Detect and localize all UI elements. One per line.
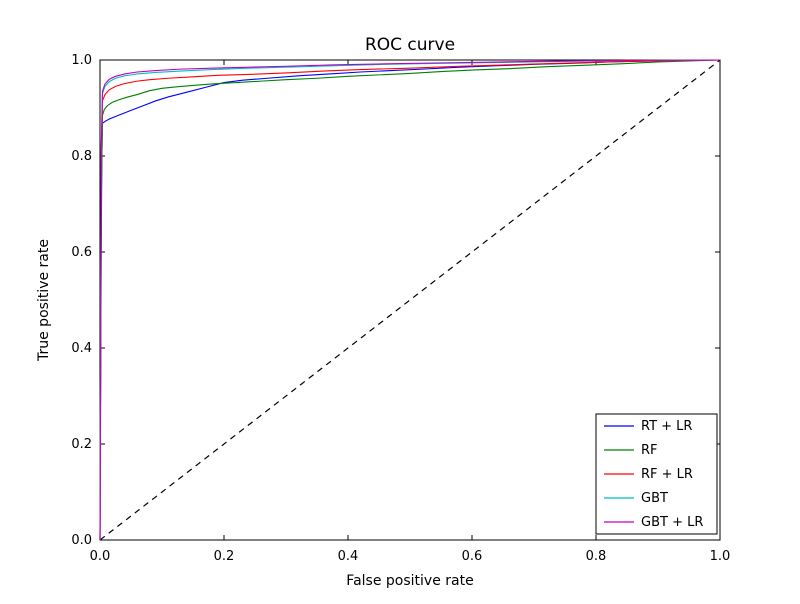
x-tick-label: 0.2 bbox=[214, 549, 235, 564]
legend-label: GBT bbox=[641, 491, 668, 506]
legend-entry-rf: RF bbox=[604, 443, 658, 458]
legend-label: RT + LR bbox=[641, 419, 692, 434]
y-axis-label: True positive rate bbox=[36, 239, 52, 362]
y-tick-label: 0.2 bbox=[71, 437, 92, 452]
y-tick-label: 0.0 bbox=[71, 533, 92, 548]
legend: RT + LR RF RF + LR GBT GBT + LR bbox=[595, 413, 718, 535]
y-tick-label: 0.6 bbox=[71, 245, 92, 260]
y-tick-label: 0.4 bbox=[71, 341, 92, 356]
axis-ticks: 0.0 0.2 0.4 0.6 0.8 1.0 0.0 0.2 0.4 0.6 0.8 1.0 bbox=[71, 53, 730, 564]
roc-curve-gbt-lr bbox=[99, 59, 721, 541]
x-tick-label: 0.8 bbox=[586, 549, 607, 564]
legend-label: RF bbox=[641, 443, 658, 458]
x-tick-label: 0.0 bbox=[90, 549, 111, 564]
legend-entry-rt-lr: RT + LR bbox=[604, 419, 692, 434]
legend-entry-gbt-lr: GBT + LR bbox=[604, 515, 703, 530]
chance-diagonal-line bbox=[99, 59, 721, 541]
x-tick-label: 1.0 bbox=[710, 549, 731, 564]
roc-curves bbox=[99, 59, 721, 541]
roc-curve-rf-lr bbox=[99, 59, 721, 541]
x-tick-label: 0.6 bbox=[462, 549, 483, 564]
legend-entry-gbt: GBT bbox=[604, 491, 668, 506]
legend-entry-rf-lr: RF + LR bbox=[604, 467, 693, 482]
x-tick-label: 0.4 bbox=[338, 549, 359, 564]
legend-label: GBT + LR bbox=[641, 515, 703, 530]
chart-title: ROC curve bbox=[365, 35, 455, 55]
y-tick-label: 1.0 bbox=[71, 53, 92, 68]
x-axis-label: False positive rate bbox=[346, 573, 473, 589]
roc-curve-rf bbox=[99, 59, 721, 541]
y-tick-label: 0.8 bbox=[71, 149, 92, 164]
legend-label: RF + LR bbox=[641, 467, 693, 482]
